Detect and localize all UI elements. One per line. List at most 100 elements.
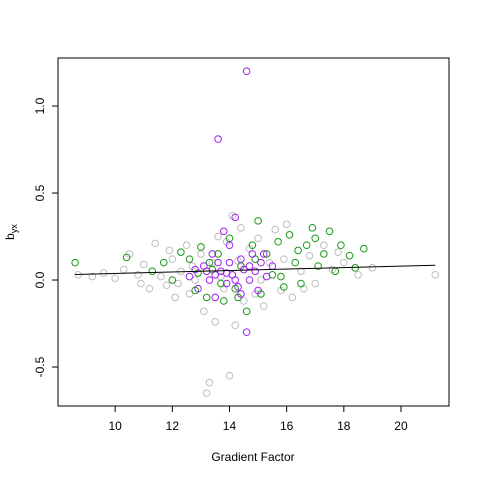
point [291,258,300,267]
point [88,272,97,281]
point [219,227,228,236]
x-tick-label: 16 [280,419,294,433]
point [237,224,245,232]
point [148,267,157,276]
point [211,271,220,279]
point [74,271,82,279]
point [257,276,265,284]
point [71,258,79,267]
point [111,274,119,283]
point [122,253,131,262]
y-axis-label-main: b [3,233,17,240]
point [277,272,285,281]
point [297,267,305,276]
point [311,234,320,243]
point [368,264,377,272]
point [305,251,314,260]
point [431,271,440,279]
point [282,220,291,229]
x-tick-label: 20 [394,419,408,433]
point [191,265,199,274]
point [145,284,154,293]
point [185,272,194,281]
y-tick-label: 0.5 [33,184,47,201]
point [297,279,305,288]
point [214,232,222,241]
point [262,272,271,281]
point [279,255,288,263]
point [237,255,245,263]
point [251,267,260,276]
point [151,239,159,248]
y-tick-label: 1.0 [33,97,47,114]
point [205,258,214,267]
x-axis-label: Gradient Factor [211,450,294,464]
point [237,290,245,298]
point [320,250,328,258]
point [191,276,199,284]
point [294,246,302,255]
point [334,248,342,256]
point [325,227,334,236]
point [185,255,194,263]
point [242,328,251,337]
point [360,244,368,253]
plot-box [57,57,450,407]
point [245,276,254,284]
point [194,284,202,293]
point [214,250,222,258]
point [239,297,248,305]
point [162,281,171,290]
point [157,272,165,281]
point [320,241,328,250]
point [242,307,251,316]
y-tick-label: 0.0 [33,271,47,288]
y-axis-label-sub: yx [9,224,19,234]
point [231,321,240,330]
point [288,293,297,302]
point [168,255,177,263]
point [197,243,205,251]
point [337,241,345,250]
point [340,258,348,267]
point [202,293,211,302]
x-tick-label: 14 [223,419,237,433]
point [225,241,234,250]
point [225,258,234,267]
point [248,250,257,258]
point [182,241,191,250]
point [254,217,262,225]
point [254,286,262,295]
point [257,258,265,267]
point [205,378,214,387]
point [231,213,240,222]
point [177,248,185,256]
point [354,271,362,279]
y-axis-label: byx [3,224,19,240]
point [242,67,251,76]
point [165,246,174,255]
point [279,283,288,291]
point [199,307,208,316]
point [262,250,271,258]
point [99,269,108,277]
point [274,237,282,246]
point [197,250,205,258]
point [314,262,322,270]
point [214,258,222,267]
x-tick-label: 18 [337,419,351,433]
point [285,230,294,239]
point [351,264,360,272]
point [271,225,280,234]
point [174,279,182,288]
y-tick-label: -0.5 [33,356,47,377]
point [222,269,231,277]
point [259,250,268,258]
point [185,290,194,298]
point [205,276,214,284]
point [134,271,142,279]
point [159,258,168,267]
point [231,276,240,284]
x-tick-label: 12 [166,419,180,433]
